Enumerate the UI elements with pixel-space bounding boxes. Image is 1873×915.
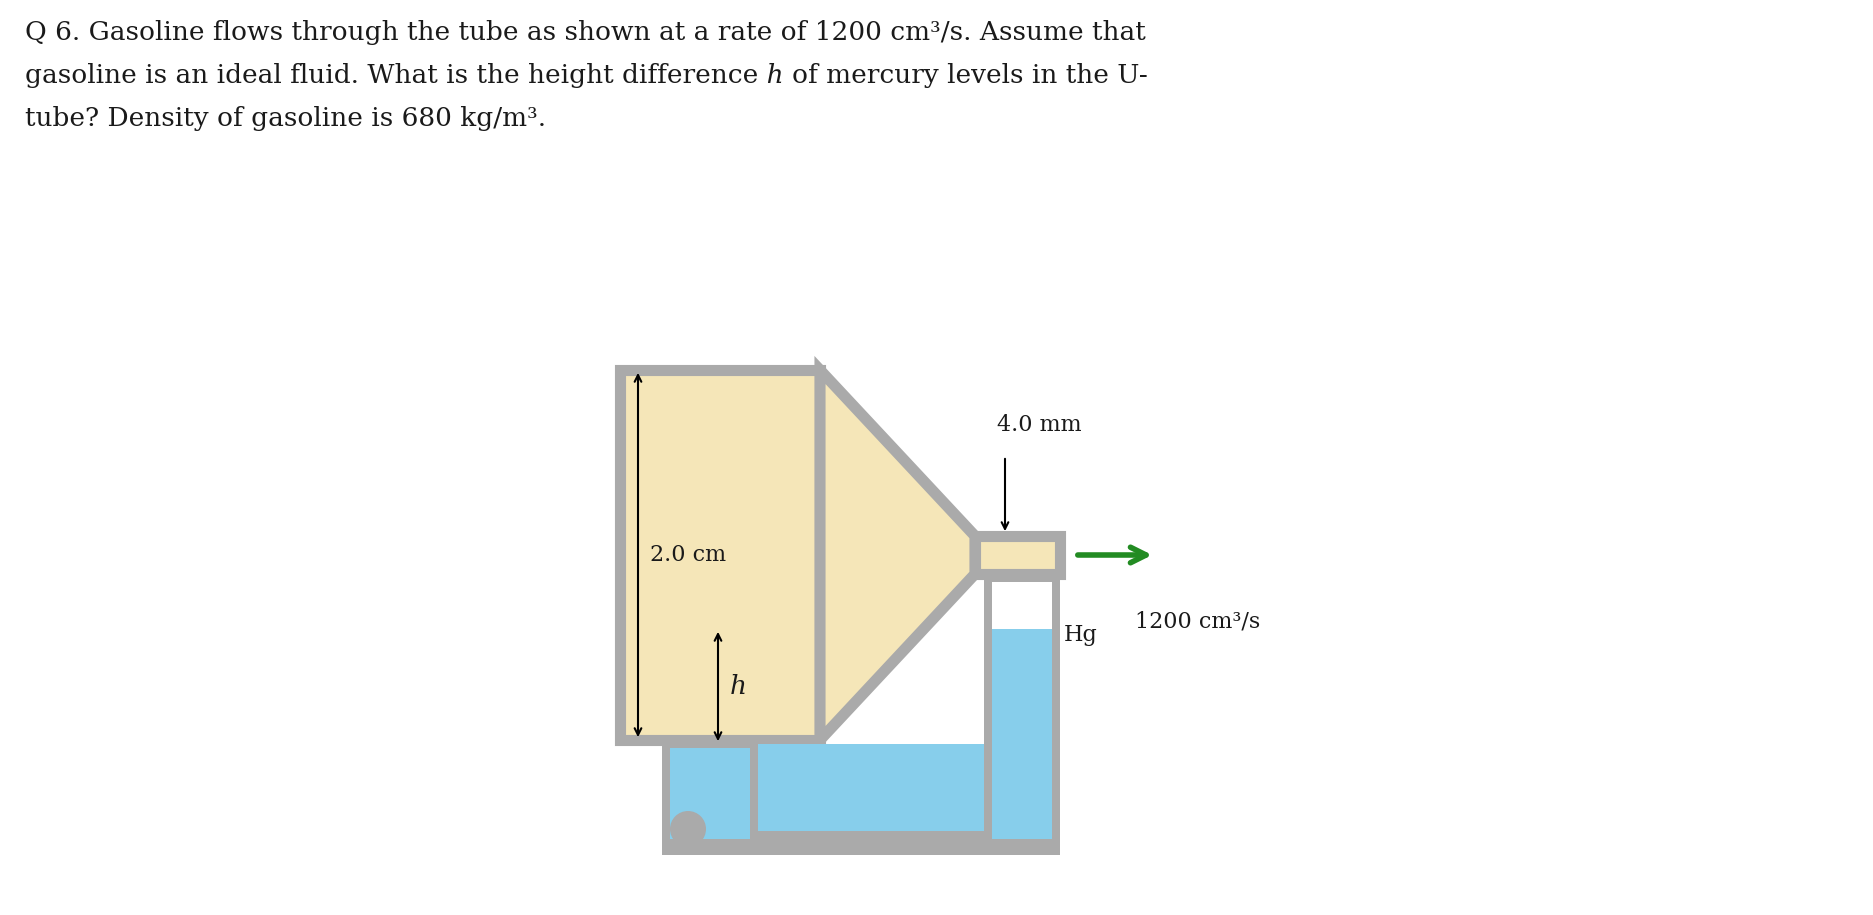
Bar [620,370,820,740]
Bar [671,740,749,839]
Bar [661,847,1060,855]
Text: Hg: Hg [1064,624,1098,646]
Polygon shape [820,370,976,740]
Bar [671,744,1053,839]
Bar [976,536,1060,574]
Bar [749,740,759,855]
Bar [983,574,1060,582]
Bar [993,574,1053,839]
Bar [1053,574,1060,855]
Text: gasoline is an ideal fluid. What is the height difference ℎ of mercury levels in: gasoline is an ideal fluid. What is the … [24,63,1148,88]
Bar [759,831,983,839]
Bar [661,740,671,855]
Bar [993,629,1053,839]
Bar [671,823,1053,839]
Text: 2.0 cm: 2.0 cm [650,544,727,566]
Circle shape [671,811,706,847]
Text: 1200 cm³/s: 1200 cm³/s [1135,610,1261,632]
Text: Q 6. Gasoline flows through the tube as shown at a rate of 1200 cm³/s. Assume th: Q 6. Gasoline flows through the tube as … [24,20,1146,45]
Text: tube? Density of gasoline is 680 kg/m³.: tube? Density of gasoline is 680 kg/m³. [24,106,547,131]
Text: h: h [730,674,747,699]
Bar [671,839,1053,847]
Text: 4.0 mm: 4.0 mm [996,414,1081,436]
Bar [983,574,993,855]
Bar [661,740,759,748]
